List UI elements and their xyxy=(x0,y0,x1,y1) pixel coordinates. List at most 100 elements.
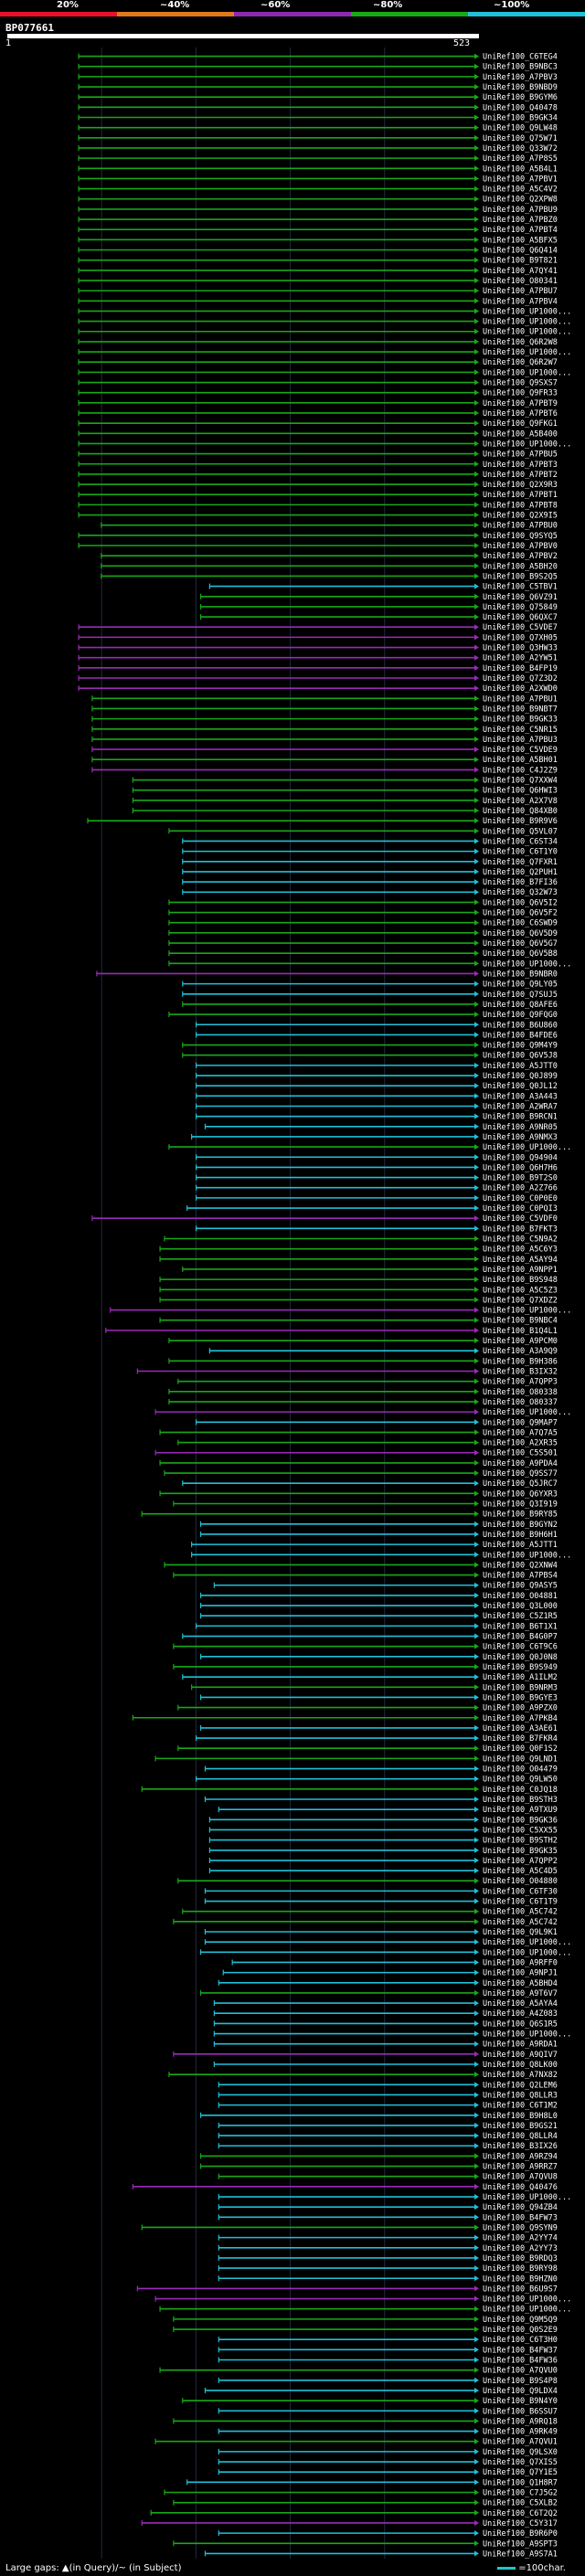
hit-end-arrow xyxy=(474,1012,479,1018)
hit-label: UniRef100_B6U9S7 xyxy=(483,2284,558,2294)
hit-label: UniRef100_C5N9A2 xyxy=(483,1235,558,1244)
hit-label: UniRef100_A5C742 xyxy=(483,1918,558,1927)
hit-label: UniRef100_B1Q4L1 xyxy=(483,1327,558,1336)
hit-label: UniRef100_A7PBT8 xyxy=(483,501,558,510)
hit-label: UniRef100_UP1000... xyxy=(483,1408,571,1417)
hit-label: UniRef100_Q7Z3D2 xyxy=(483,674,558,684)
hit-label: UniRef100_UP1000... xyxy=(483,328,571,337)
hit-end-arrow xyxy=(474,1939,479,1945)
hit-end-arrow xyxy=(474,1144,479,1150)
hit-end-arrow xyxy=(474,767,479,773)
hit-end-arrow xyxy=(474,2418,479,2424)
hit-end-arrow xyxy=(474,2408,479,2414)
hit-end-arrow xyxy=(474,2530,479,2537)
hit-label: UniRef100_Q75W71 xyxy=(483,134,558,143)
hit-end-arrow xyxy=(474,879,479,885)
hit-end-arrow xyxy=(474,2062,479,2068)
hit-label: UniRef100_A7QPP3 xyxy=(483,1378,558,1387)
hit-end-arrow xyxy=(474,603,479,610)
hit-end-arrow xyxy=(474,1032,479,1038)
hit-end-arrow xyxy=(474,573,479,579)
hit-label: UniRef100_B9RY98 xyxy=(483,2264,558,2274)
hit-label: UniRef100_Q0J899 xyxy=(483,1072,558,1081)
hit-end-arrow xyxy=(474,1358,479,1364)
hit-label: UniRef100_C6SWD9 xyxy=(483,919,558,928)
hit-label: UniRef100_A5BHD4 xyxy=(483,1979,558,1988)
hit-end-arrow xyxy=(474,1317,479,1323)
hit-label: UniRef100_A9RK49 xyxy=(483,2428,558,2437)
hit-label: UniRef100_Q0S2E9 xyxy=(483,2326,558,2335)
hit-label: UniRef100_B7FKR4 xyxy=(483,1734,558,1744)
hit-end-arrow xyxy=(474,186,479,192)
hit-label: UniRef100_B9NRM3 xyxy=(483,1683,558,1692)
hit-end-arrow xyxy=(474,1480,479,1487)
hit-label: UniRef100_Q84XB0 xyxy=(483,807,558,816)
legend-label: ~80% xyxy=(373,0,403,10)
hit-label: UniRef100_A7PKB4 xyxy=(483,1714,558,1723)
legend-segment xyxy=(234,12,351,16)
hit-end-arrow xyxy=(474,492,479,498)
hit-label: UniRef100_Q0J0N8 xyxy=(483,1653,558,1662)
hit-end-arrow xyxy=(474,318,479,324)
hit-label: UniRef100_Q7XH05 xyxy=(483,633,558,642)
hit-end-arrow xyxy=(474,1786,479,1792)
hit-end-arrow xyxy=(474,726,479,732)
hit-end-arrow xyxy=(474,1989,479,1996)
hit-label: UniRef100_Q40478 xyxy=(483,103,558,112)
hit-label: UniRef100_A9PDA4 xyxy=(483,1459,558,1468)
hit-end-arrow xyxy=(474,716,479,722)
hit-label: UniRef100_Q9FR33 xyxy=(483,389,558,398)
hit-label: UniRef100_A9RQ18 xyxy=(483,2417,558,2426)
hit-label: UniRef100_A9SPT3 xyxy=(483,2539,558,2549)
hit-label: UniRef100_Q9LND1 xyxy=(483,1754,558,1764)
hit-label: UniRef100_A2XR35 xyxy=(483,1439,558,1448)
legend-segment xyxy=(468,12,585,16)
hit-end-arrow xyxy=(474,2519,479,2526)
hit-label: UniRef100_C5Z1R5 xyxy=(483,1612,558,1621)
hit-end-arrow xyxy=(474,1929,479,1935)
hit-end-arrow xyxy=(474,1297,479,1303)
hit-end-arrow xyxy=(474,328,479,334)
hit-label: UniRef100_C6T9C6 xyxy=(483,1643,558,1652)
hit-end-arrow xyxy=(474,471,479,477)
hit-end-arrow xyxy=(474,2163,479,2169)
hit-end-arrow xyxy=(474,1052,479,1058)
legend-label: ~100% xyxy=(494,0,530,10)
hit-end-arrow xyxy=(474,84,479,90)
hit-end-arrow xyxy=(474,522,479,528)
hit-end-arrow xyxy=(474,1093,479,1099)
hit-label: UniRef100_UP1000... xyxy=(483,318,571,327)
hit-label: UniRef100_B4G0P7 xyxy=(483,1633,558,1642)
hit-end-arrow xyxy=(474,2010,479,2017)
hit-label: UniRef100_A9NPJ1 xyxy=(483,1969,558,1978)
hit-end-arrow xyxy=(474,1694,479,1701)
hit-end-arrow xyxy=(474,2438,479,2444)
hit-label: UniRef100_B9NBC4 xyxy=(483,1317,558,1326)
hit-end-arrow xyxy=(474,1022,479,1028)
hit-end-arrow xyxy=(474,970,479,977)
hit-end-arrow xyxy=(474,1388,479,1394)
hit-label: UniRef100_A9NMX3 xyxy=(483,1133,558,1142)
hit-end-arrow xyxy=(474,808,479,814)
hit-end-arrow xyxy=(474,227,479,233)
scale-line-icon xyxy=(497,2566,516,2570)
hit-end-arrow xyxy=(474,1511,479,1517)
hit-label: UniRef100_C6T1M2 xyxy=(483,2102,558,2111)
hit-label: UniRef100_Q6V5I2 xyxy=(483,898,558,907)
hit-end-arrow xyxy=(474,747,479,753)
hit-label: UniRef100_UP1000... xyxy=(483,1143,571,1152)
hit-end-arrow xyxy=(474,1888,479,1894)
hit-label: UniRef100_C7J5G2 xyxy=(483,2488,558,2497)
hit-label: UniRef100_B9GK33 xyxy=(483,716,558,725)
identity-legend: 20% ~40% ~60% ~80% ~100% xyxy=(0,0,585,20)
hit-end-arrow xyxy=(474,1623,479,1629)
hit-end-arrow xyxy=(474,277,479,283)
hit-label: UniRef100_B9S948 xyxy=(483,1276,558,1285)
hit-end-arrow xyxy=(474,1796,479,1802)
hit-end-arrow xyxy=(474,389,479,396)
hit-end-arrow xyxy=(474,217,479,223)
hit-end-arrow xyxy=(474,828,479,834)
hit-label: UniRef100_Q6HWI3 xyxy=(483,787,558,796)
hit-end-arrow xyxy=(474,532,479,538)
hit-end-arrow xyxy=(474,858,479,864)
